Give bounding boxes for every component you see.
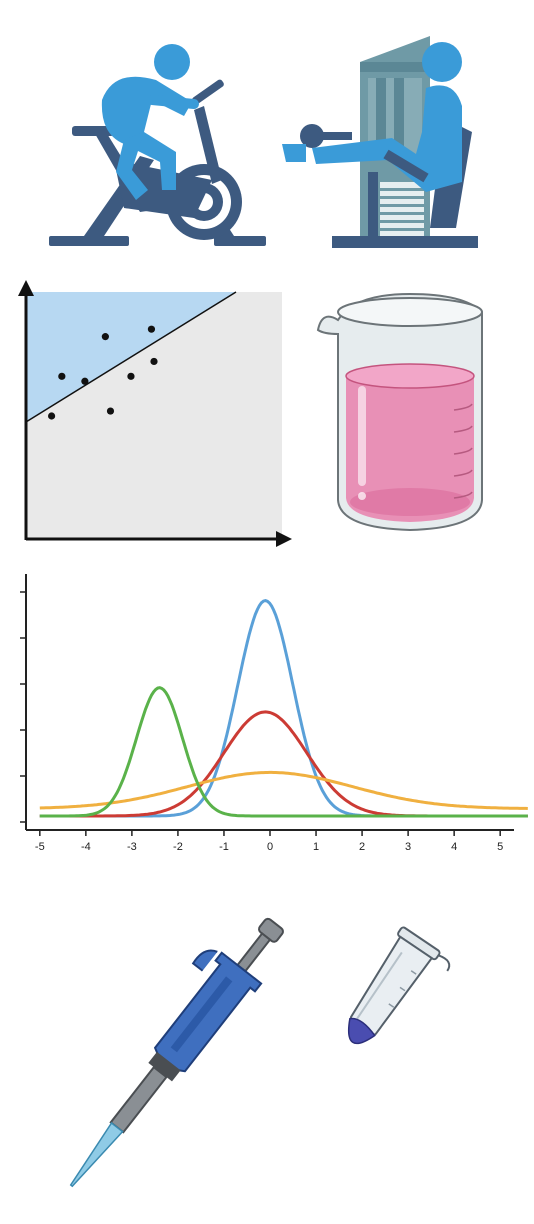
scatter-point xyxy=(58,372,66,380)
graduation-marks xyxy=(453,403,473,499)
beaker-panel xyxy=(314,290,506,534)
regression-plot-panel xyxy=(14,278,296,548)
regression-plot-icon xyxy=(18,280,292,547)
x-tick-label: 0 xyxy=(267,841,273,853)
scatter-point xyxy=(127,372,135,380)
scatter-point xyxy=(81,377,89,385)
exercise-bike-panel xyxy=(44,40,274,254)
scatter-point xyxy=(48,412,56,420)
scatter-point xyxy=(150,357,158,366)
distribution-chart: -5 -4 -3 -2 -1 0 1 2 3 4 5 xyxy=(20,574,528,853)
exercise-bike-icon xyxy=(49,44,266,246)
series-line xyxy=(39,599,528,818)
x-axis-arrow xyxy=(276,531,292,547)
regression-line xyxy=(25,291,237,423)
x-tick-label: -4 xyxy=(81,841,91,853)
weight-stack xyxy=(380,182,424,238)
scatter-point xyxy=(106,407,115,415)
leg-extension-machine-icon xyxy=(282,36,478,248)
scatter-point xyxy=(147,325,156,333)
distribution-chart-panel: -5 -4 -3 -2 -1 0 1 2 3 4 5 xyxy=(0,560,534,860)
microtube-panel xyxy=(320,920,451,1080)
x-tick-label: -2 xyxy=(173,841,183,853)
x-tick-label: -1 xyxy=(219,841,229,853)
pipette-panel xyxy=(44,894,324,1188)
scatter-point xyxy=(101,333,109,341)
pipette-icon xyxy=(69,917,284,1188)
beaker-icon xyxy=(316,292,483,532)
y-axis-arrow xyxy=(18,280,34,296)
x-tick-label: 4 xyxy=(451,841,457,853)
series-line xyxy=(39,770,528,810)
x-tick-label: -3 xyxy=(127,841,137,853)
x-tick-label: 1 xyxy=(313,841,319,853)
microtube-icon xyxy=(348,926,451,1045)
leg-extension-machine-panel xyxy=(276,32,482,254)
x-tick-label: 5 xyxy=(497,841,503,853)
series-line xyxy=(39,686,528,818)
x-tick-label: 2 xyxy=(359,841,365,853)
x-tick-label: -5 xyxy=(35,841,45,853)
x-tick-label: 3 xyxy=(405,841,411,853)
